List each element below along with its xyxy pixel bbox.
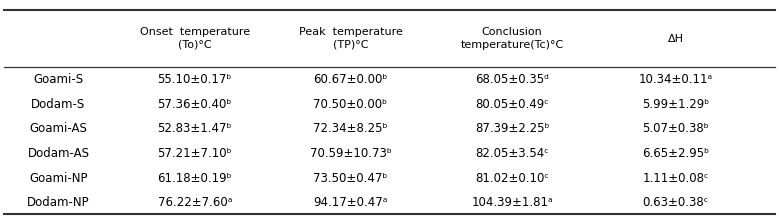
Text: Dodam-AS: Dodam-AS	[27, 147, 90, 160]
Text: 73.50±0.47ᵇ: 73.50±0.47ᵇ	[313, 172, 388, 185]
Text: Conclusion
temperature(Tc)°C: Conclusion temperature(Tc)°C	[460, 28, 564, 50]
Text: 72.34±8.25ᵇ: 72.34±8.25ᵇ	[313, 122, 388, 135]
Text: 104.39±1.81ᵃ: 104.39±1.81ᵃ	[471, 196, 553, 209]
Text: 57.21±7.10ᵇ: 57.21±7.10ᵇ	[157, 147, 232, 160]
Text: 57.36±0.40ᵇ: 57.36±0.40ᵇ	[157, 98, 232, 111]
Text: 10.34±0.11ᵃ: 10.34±0.11ᵃ	[639, 73, 713, 86]
Text: 68.05±0.35ᵈ: 68.05±0.35ᵈ	[475, 73, 549, 86]
Text: Onset  temperature
(To)°C: Onset temperature (To)°C	[139, 28, 250, 50]
Text: ΔH: ΔH	[668, 34, 684, 44]
Text: 5.07±0.38ᵇ: 5.07±0.38ᵇ	[643, 122, 709, 135]
Text: 76.22±7.60ᵃ: 76.22±7.60ᵃ	[157, 196, 232, 209]
Text: 0.63±0.38ᶜ: 0.63±0.38ᶜ	[643, 196, 709, 209]
Text: 70.59±10.73ᵇ: 70.59±10.73ᵇ	[309, 147, 392, 160]
Text: 82.05±3.54ᶜ: 82.05±3.54ᶜ	[475, 147, 549, 160]
Text: 81.02±0.10ᶜ: 81.02±0.10ᶜ	[475, 172, 549, 185]
Text: 80.05±0.49ᶜ: 80.05±0.49ᶜ	[475, 98, 549, 111]
Text: 5.99±1.29ᵇ: 5.99±1.29ᵇ	[642, 98, 710, 111]
Text: 55.10±0.17ᵇ: 55.10±0.17ᵇ	[157, 73, 232, 86]
Text: 70.50±0.00ᵇ: 70.50±0.00ᵇ	[313, 98, 388, 111]
Text: Dodam-NP: Dodam-NP	[27, 196, 90, 209]
Text: 1.11±0.08ᶜ: 1.11±0.08ᶜ	[643, 172, 709, 185]
Text: Dodam-S: Dodam-S	[31, 98, 86, 111]
Text: 61.18±0.19ᵇ: 61.18±0.19ᵇ	[157, 172, 232, 185]
Text: Goami-S: Goami-S	[33, 73, 83, 86]
Text: Goami-AS: Goami-AS	[30, 122, 87, 135]
Text: 52.83±1.47ᵇ: 52.83±1.47ᵇ	[157, 122, 232, 135]
Text: 94.17±0.47ᵃ: 94.17±0.47ᵃ	[313, 196, 388, 209]
Text: Goami-NP: Goami-NP	[29, 172, 88, 185]
Text: Peak  temperature
(TP)°C: Peak temperature (TP)°C	[298, 28, 403, 50]
Text: 60.67±0.00ᵇ: 60.67±0.00ᵇ	[313, 73, 388, 86]
Text: 87.39±2.25ᵇ: 87.39±2.25ᵇ	[475, 122, 549, 135]
Text: 6.65±2.95ᵇ: 6.65±2.95ᵇ	[642, 147, 710, 160]
